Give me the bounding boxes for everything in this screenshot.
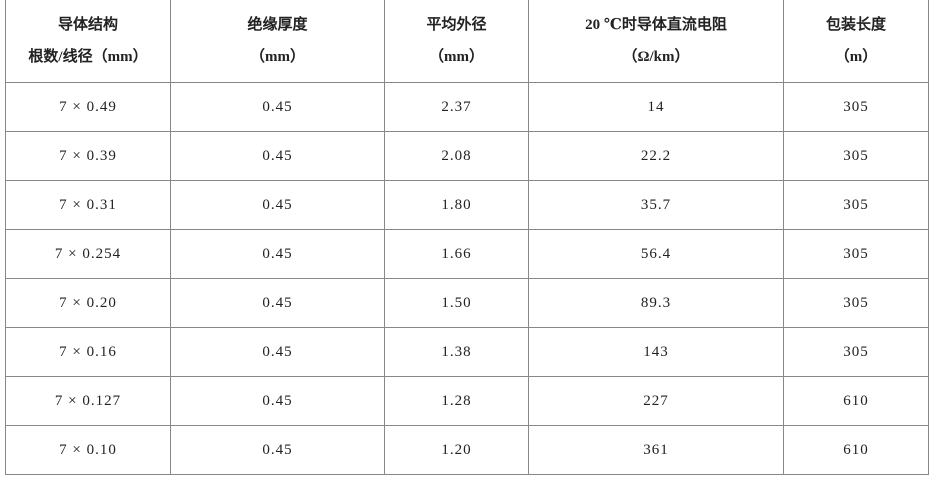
table-cell: 305: [783, 180, 929, 230]
table-cell: 610: [783, 376, 929, 426]
table-cell: 143: [528, 327, 784, 377]
table-cell: 361: [528, 425, 784, 475]
table-cell: 56.4: [528, 229, 784, 279]
table-cell: 22.2: [528, 131, 784, 181]
table-cell: 305: [783, 327, 929, 377]
header-text: （mm）: [250, 49, 305, 65]
table-cell: 7 × 0.20: [5, 278, 171, 328]
table-row: 7 × 0.20 0.45 1.50 89.3 305: [5, 278, 929, 328]
spec-table: 导体结构根数/线径（mm） 绝缘厚度 （mm） 平均外径 （mm） 20 ℃时导体直流电阻…: [5, 0, 929, 475]
header-text: （m）: [834, 49, 878, 65]
table-row: 7 × 0.16 0.45 1.38 143 305: [5, 327, 929, 377]
table-cell: 0.45: [170, 425, 385, 475]
table-cell: 305: [783, 278, 929, 328]
table-cell: 0.45: [170, 327, 385, 377]
table-cell: 0.45: [170, 278, 385, 328]
table-cell: 1.28: [384, 376, 529, 426]
table-cell: 0.45: [170, 82, 385, 132]
table-cell: 1.66: [384, 229, 529, 279]
table-row: 7 × 0.49 0.45 2.37 14 305: [5, 82, 929, 132]
table-cell: 14: [528, 82, 784, 132]
table-cell: 1.20: [384, 425, 529, 475]
header-cell: 绝缘厚度 （mm）: [170, 0, 385, 83]
table-cell: 89.3: [528, 278, 784, 328]
header-text: （Ω/km）: [622, 49, 690, 65]
table-body: 7 × 0.49 0.45 2.37 14 305 7 × 0.39 0.45 2.08 22.…: [5, 82, 929, 475]
table-cell: 7 × 0.31: [5, 180, 171, 230]
table-cell: 7 × 0.10: [5, 425, 171, 475]
table-cell: 7 × 0.127: [5, 376, 171, 426]
table-cell: 0.45: [170, 180, 385, 230]
header-text: 包装长度: [825, 17, 886, 33]
table-cell: 305: [783, 131, 929, 181]
table-cell: 227: [528, 376, 784, 426]
header-text: 根数/线径（mm）: [28, 49, 148, 65]
header-text: 20 ℃时导体直流电阻: [585, 17, 727, 33]
table-cell: 0.45: [170, 229, 385, 279]
table-cell: 7 × 0.254: [5, 229, 171, 279]
header-cell: 平均外径 （mm）: [384, 0, 529, 83]
header-cell: 导体结构根数/线径（mm）: [5, 0, 171, 83]
table-cell: 305: [783, 82, 929, 132]
table-row: 7 × 0.127 0.45 1.28 227 610: [5, 376, 929, 426]
table-cell: 2.08: [384, 131, 529, 181]
table-header: 导体结构根数/线径（mm） 绝缘厚度 （mm） 平均外径 （mm） 20 ℃时导体直流电阻…: [5, 0, 929, 83]
table-row: 7 × 0.31 0.45 1.80 35.7 305: [5, 180, 929, 230]
table-cell: 0.45: [170, 376, 385, 426]
table-cell: 7 × 0.16: [5, 327, 171, 377]
header-cell: 20 ℃时导体直流电阻 （Ω/km）: [528, 0, 784, 83]
header-text: 绝缘厚度: [247, 17, 308, 33]
header-text: 平均外径: [426, 17, 487, 33]
table-row: 7 × 0.10 0.45 1.20 361 610: [5, 425, 929, 475]
table-cell: 1.80: [384, 180, 529, 230]
table-cell: 7 × 0.49: [5, 82, 171, 132]
table-row: 7 × 0.254 0.45 1.66 56.4 305: [5, 229, 929, 279]
table-cell: 610: [783, 425, 929, 475]
table-cell: 0.45: [170, 131, 385, 181]
table-cell: 1.50: [384, 278, 529, 328]
header-row: 导体结构根数/线径（mm） 绝缘厚度 （mm） 平均外径 （mm） 20 ℃时导体直流电阻…: [5, 0, 929, 83]
header-text: 导体结构: [57, 17, 118, 33]
header-text: （mm）: [429, 49, 484, 65]
table-cell: 1.38: [384, 327, 529, 377]
table-cell: 35.7: [528, 180, 784, 230]
table-cell: 2.37: [384, 82, 529, 132]
table-row: 7 × 0.39 0.45 2.08 22.2 305: [5, 131, 929, 181]
header-cell: 包装长度 （m）: [783, 0, 929, 83]
table-cell: 7 × 0.39: [5, 131, 171, 181]
table-cell: 305: [783, 229, 929, 279]
